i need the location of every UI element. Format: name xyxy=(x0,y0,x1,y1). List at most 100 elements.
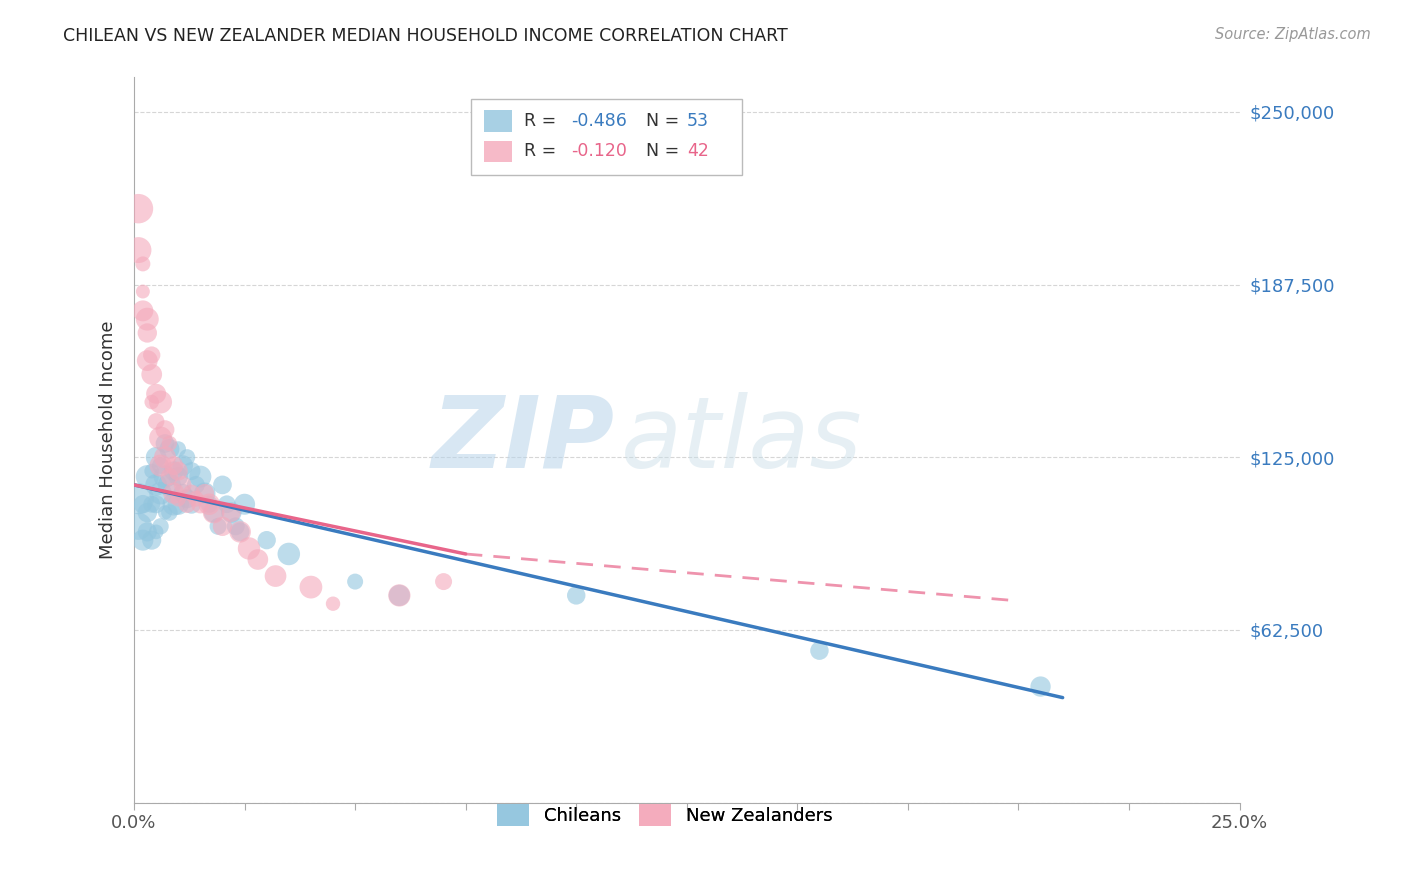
Point xyxy=(565,588,588,602)
Point xyxy=(145,386,167,401)
Point xyxy=(172,486,194,500)
Point xyxy=(388,588,411,602)
Point xyxy=(246,552,269,566)
Point xyxy=(221,506,243,520)
Point xyxy=(136,506,159,520)
Text: N =: N = xyxy=(636,143,685,161)
Point xyxy=(344,574,367,589)
Point xyxy=(167,497,190,511)
Point xyxy=(127,202,149,216)
Point xyxy=(190,497,212,511)
Point xyxy=(1029,680,1052,694)
Point xyxy=(299,580,322,594)
Point xyxy=(141,533,163,548)
Point xyxy=(211,478,233,492)
Point xyxy=(157,478,180,492)
Point xyxy=(229,524,252,539)
Point xyxy=(198,497,221,511)
FancyBboxPatch shape xyxy=(471,99,742,176)
Point xyxy=(167,469,190,483)
Point xyxy=(163,486,186,500)
Point xyxy=(157,442,180,456)
Point xyxy=(157,436,180,450)
FancyBboxPatch shape xyxy=(485,141,512,162)
Point xyxy=(149,431,172,445)
Point xyxy=(127,243,149,257)
Point xyxy=(207,519,229,533)
Text: ZIP: ZIP xyxy=(432,392,614,489)
Point xyxy=(167,491,190,506)
Point xyxy=(225,519,247,533)
Point xyxy=(145,414,167,428)
Point xyxy=(153,450,176,465)
Text: R =: R = xyxy=(524,112,562,130)
Point xyxy=(145,478,167,492)
Point xyxy=(136,326,159,340)
Point xyxy=(153,469,176,483)
Point xyxy=(163,458,186,473)
Point xyxy=(132,533,155,548)
Text: -0.120: -0.120 xyxy=(571,143,627,161)
Point xyxy=(136,524,159,539)
Point xyxy=(141,395,163,409)
Point xyxy=(229,524,252,539)
Point xyxy=(167,464,190,478)
Point xyxy=(176,450,198,465)
Point xyxy=(157,469,180,483)
Point xyxy=(163,464,186,478)
Point xyxy=(141,368,163,382)
Point xyxy=(145,497,167,511)
Point xyxy=(149,458,172,473)
Text: 53: 53 xyxy=(686,112,709,130)
Point xyxy=(145,524,167,539)
Point xyxy=(167,442,190,456)
Text: atlas: atlas xyxy=(620,392,862,489)
Point xyxy=(172,458,194,473)
Point xyxy=(149,395,172,409)
Point xyxy=(153,506,176,520)
Point xyxy=(132,257,155,271)
Point xyxy=(145,450,167,465)
Point xyxy=(388,588,411,602)
Point xyxy=(136,353,159,368)
Point xyxy=(141,497,163,511)
Text: -0.486: -0.486 xyxy=(571,112,627,130)
Point xyxy=(432,574,454,589)
Point xyxy=(149,458,172,473)
Point xyxy=(180,486,202,500)
Point xyxy=(211,519,233,533)
Y-axis label: Median Household Income: Median Household Income xyxy=(100,321,117,559)
Point xyxy=(157,506,180,520)
Point xyxy=(153,423,176,437)
Point xyxy=(153,436,176,450)
Point xyxy=(256,533,278,548)
Point xyxy=(322,597,344,611)
Point xyxy=(202,506,225,520)
Point xyxy=(163,497,186,511)
Point xyxy=(132,285,155,299)
Point xyxy=(184,478,207,492)
Point xyxy=(141,464,163,478)
Point xyxy=(194,486,217,500)
Text: N =: N = xyxy=(636,112,685,130)
Point xyxy=(184,491,207,506)
Point xyxy=(808,643,831,657)
Point xyxy=(233,497,256,511)
Point xyxy=(180,464,202,478)
Point xyxy=(136,469,159,483)
Point xyxy=(132,497,155,511)
Point xyxy=(141,348,163,362)
Point xyxy=(238,541,260,556)
Point xyxy=(221,506,243,520)
Point xyxy=(127,519,149,533)
Point xyxy=(132,304,155,318)
Legend: Chileans, New Zealanders: Chileans, New Zealanders xyxy=(489,797,839,833)
Text: R =: R = xyxy=(524,143,562,161)
Text: 42: 42 xyxy=(686,143,709,161)
Point xyxy=(176,491,198,506)
Point xyxy=(149,486,172,500)
FancyBboxPatch shape xyxy=(485,110,512,132)
Point xyxy=(190,469,212,483)
Point xyxy=(194,486,217,500)
Point xyxy=(264,569,287,583)
